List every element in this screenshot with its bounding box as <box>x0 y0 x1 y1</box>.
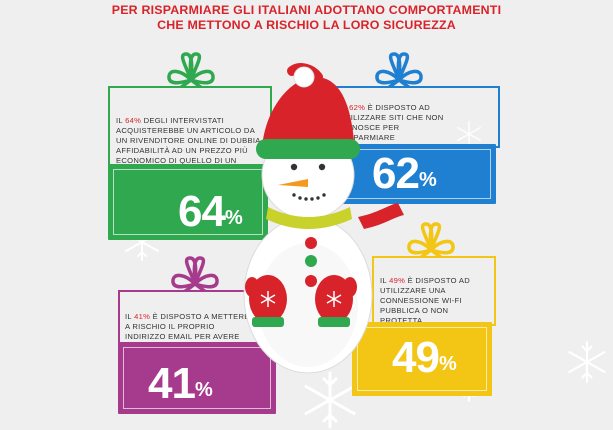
ribbon-bow-icon <box>407 222 455 258</box>
mitten-right <box>315 275 357 327</box>
card-purple-highlight: 41% <box>134 312 151 321</box>
santa-hat <box>262 76 354 147</box>
card-blue-highlight: 62% <box>349 103 366 112</box>
card-yellow-box: 49% <box>352 322 492 396</box>
card-green-box: 64% <box>108 164 268 240</box>
card-green-highlight: 64% <box>125 116 142 125</box>
card-yellow-percent: 49% <box>392 333 457 382</box>
scarf-tail <box>358 203 404 229</box>
card-purple-percent: 41% <box>148 359 213 408</box>
card-purple-box: 41% <box>118 342 276 414</box>
card-blue-box: 62% <box>334 144 496 204</box>
hat-pompom <box>293 66 315 88</box>
hat-brim <box>256 139 360 159</box>
button-2 <box>305 255 317 267</box>
snowflake-icon <box>304 371 356 429</box>
ribbon-bow-icon <box>167 52 215 88</box>
button-3 <box>305 275 317 287</box>
snowflake-icon <box>457 120 481 148</box>
mitten-left <box>245 275 287 327</box>
page-title: PER RISPARMIARE GLI ITALIANI ADOTTANO CO… <box>0 3 613 33</box>
card-green-percent: 64% <box>178 187 243 236</box>
ribbon-bow-icon <box>171 256 219 292</box>
snowflake-icon <box>568 341 606 383</box>
button-1 <box>305 237 317 249</box>
scarf <box>266 207 352 229</box>
title-line-2: CHE METTONO A RISCHIO LA LORO SICUREZZA <box>157 18 456 32</box>
snowman-illustration <box>243 63 404 374</box>
carrot-nose <box>278 179 308 187</box>
card-yellow-text: IL 49% È DISPOSTO AD UTILIZZARE UNA CONN… <box>380 276 470 325</box>
title-line-1: PER RISPARMIARE GLI ITALIANI ADOTTANO CO… <box>111 3 502 17</box>
card-yellow-highlight: 49% <box>389 276 406 285</box>
card-blue-percent: 62% <box>372 149 437 198</box>
